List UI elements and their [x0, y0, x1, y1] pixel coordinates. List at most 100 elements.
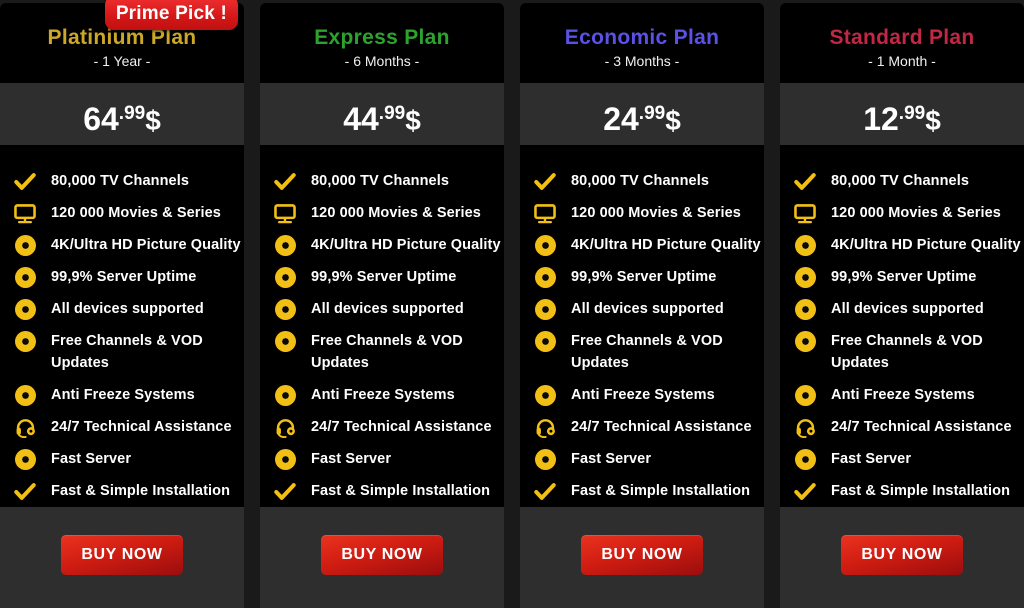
feature-row: 99,9% Server Uptime	[534, 261, 762, 293]
price-integer: 12	[863, 101, 899, 137]
dot-icon	[534, 266, 556, 288]
feature-row: Fast Server	[534, 443, 762, 475]
plan-duration: - 1 Month -	[868, 52, 936, 69]
feature-label: All devices supported	[51, 301, 204, 317]
feature-label: 24/7 Technical Assistance	[571, 419, 752, 435]
feature-label: All devices supported	[831, 301, 984, 317]
plan-duration: - 1 Year -	[93, 52, 151, 69]
feature-row: 99,9% Server Uptime	[794, 261, 1022, 293]
feature-label: 4K/Ultra HD Picture Quality	[571, 237, 761, 253]
plan-duration: - 3 Months -	[604, 52, 680, 69]
feature-row: 120 000 Movies & Series	[274, 197, 502, 229]
feature-label: 120 000 Movies & Series	[51, 205, 221, 221]
check-icon	[274, 480, 296, 502]
prime-pick-label: Prime Pick !	[115, 3, 227, 24]
price-cents: .99	[378, 103, 406, 124]
dot-icon	[794, 298, 816, 320]
dot-icon	[14, 384, 36, 406]
feature-label: 80,000 TV Channels	[51, 173, 189, 189]
feature-label: All devices supported	[571, 301, 724, 317]
dot-icon	[274, 384, 296, 406]
price-band: 24.99$	[520, 83, 764, 145]
feature-label: Fast & Simple Installation	[831, 483, 1011, 499]
feature-row: 24/7 Technical Assistance	[534, 411, 762, 443]
tv-icon	[14, 202, 36, 224]
feature-row: All devices supported	[794, 293, 1022, 325]
dot-icon	[274, 298, 296, 320]
buy-now-button[interactable]: BUY NOW	[61, 535, 183, 575]
feature-list: 80,000 TV Channels 120 000 Movies & Seri…	[520, 145, 764, 507]
feature-label: Anti Freeze Systems	[831, 387, 975, 403]
plan-card: Express Plan - 6 Months - 44.99$ 80,000 …	[260, 3, 504, 608]
feature-row: 4K/Ultra HD Picture Quality	[14, 229, 242, 261]
feature-list: 80,000 TV Channels 120 000 Movies & Seri…	[0, 145, 244, 507]
buy-now-button[interactable]: BUY NOW	[841, 535, 963, 575]
feature-row: Free Channels & VOD Updates	[14, 325, 242, 379]
feature-row: Free Channels & VOD Updates	[794, 325, 1022, 379]
price-currency: $	[925, 105, 941, 136]
dot-icon	[534, 384, 556, 406]
check-icon	[534, 480, 556, 502]
feature-row: 24/7 Technical Assistance	[794, 411, 1022, 443]
price-cents: .99	[118, 103, 146, 124]
check-icon	[274, 170, 296, 192]
tv-icon	[794, 202, 816, 224]
price-currency: $	[405, 105, 421, 136]
feature-label: Free Channels & VOD Updates	[311, 333, 463, 371]
plan-title: Economic Plan	[564, 25, 720, 49]
feature-label: Anti Freeze Systems	[571, 387, 715, 403]
price-band: 12.99$	[780, 83, 1024, 145]
check-icon	[794, 170, 816, 192]
feature-label: Free Channels & VOD Updates	[571, 333, 723, 371]
plan-title: Standard Plan	[829, 25, 975, 49]
plan-header: Economic Plan - 3 Months -	[520, 3, 764, 83]
feature-label: Fast Server	[51, 451, 132, 467]
plan-duration: - 6 Months -	[344, 52, 420, 69]
plan-card: Economic Plan - 3 Months - 24.99$ 80,000…	[520, 3, 764, 608]
dot-icon	[14, 234, 36, 256]
dot-icon	[274, 234, 296, 256]
dot-icon	[794, 234, 816, 256]
feature-row: 80,000 TV Channels	[14, 165, 242, 197]
feature-row: 99,9% Server Uptime	[14, 261, 242, 293]
feature-label: 24/7 Technical Assistance	[51, 419, 232, 435]
feature-row: Fast & Simple Installation	[534, 475, 762, 507]
feature-row: 4K/Ultra HD Picture Quality	[794, 229, 1022, 261]
plan-header: Express Plan - 6 Months -	[260, 3, 504, 83]
price-band: 64.99$	[0, 83, 244, 145]
feature-label: 4K/Ultra HD Picture Quality	[831, 237, 1021, 253]
feature-row: All devices supported	[274, 293, 502, 325]
price-cents: .99	[638, 103, 666, 124]
feature-row: Fast & Simple Installation	[14, 475, 242, 507]
headset-icon	[274, 416, 296, 438]
tv-icon	[274, 202, 296, 224]
feature-row: Fast & Simple Installation	[274, 475, 502, 507]
feature-label: Anti Freeze Systems	[311, 387, 455, 403]
feature-label: Fast & Simple Installation	[51, 483, 231, 499]
feature-row: All devices supported	[14, 293, 242, 325]
dot-icon	[274, 330, 296, 352]
plan-title: Platinium Plan	[47, 25, 197, 49]
price-band: 44.99$	[260, 83, 504, 145]
plan-card: Prime Pick ! Platinium Plan - 1 Year - 6…	[0, 0, 244, 608]
tv-icon	[534, 202, 556, 224]
feature-list: 80,000 TV Channels 120 000 Movies & Seri…	[780, 145, 1024, 507]
feature-row: Free Channels & VOD Updates	[534, 325, 762, 379]
feature-row: 99,9% Server Uptime	[274, 261, 502, 293]
feature-label: 120 000 Movies & Series	[831, 205, 1001, 221]
feature-label: 99,9% Server Uptime	[51, 269, 197, 285]
price-cents: .99	[898, 103, 926, 124]
dot-icon	[534, 298, 556, 320]
dot-icon	[274, 266, 296, 288]
feature-row: Fast Server	[794, 443, 1022, 475]
buy-now-button[interactable]: BUY NOW	[321, 535, 443, 575]
feature-row: Free Channels & VOD Updates	[274, 325, 502, 379]
feature-label: 120 000 Movies & Series	[571, 205, 741, 221]
price-currency: $	[665, 105, 681, 136]
dot-icon	[14, 448, 36, 470]
dot-icon	[14, 330, 36, 352]
plan-title: Express Plan	[314, 25, 450, 49]
dot-icon	[794, 448, 816, 470]
buy-now-button[interactable]: BUY NOW	[581, 535, 703, 575]
feature-label: Fast Server	[311, 451, 392, 467]
